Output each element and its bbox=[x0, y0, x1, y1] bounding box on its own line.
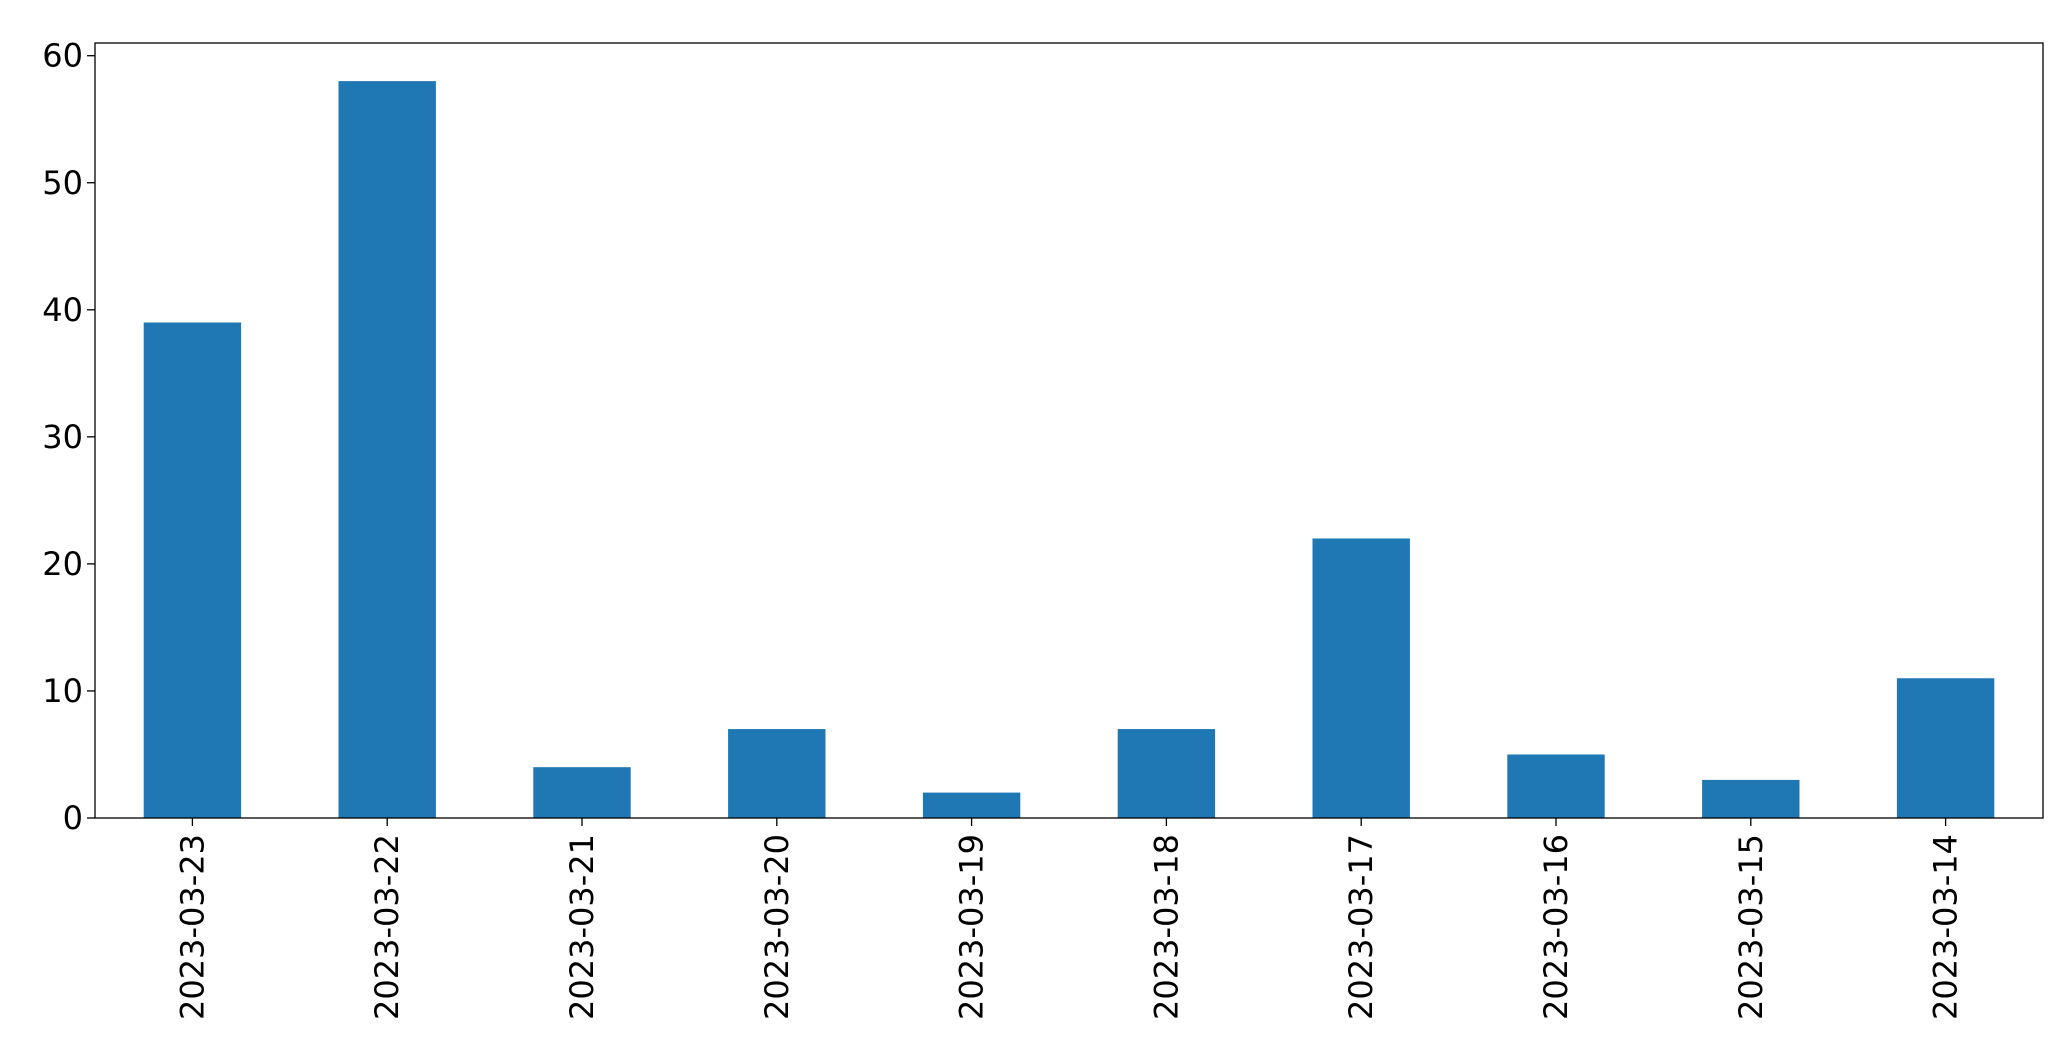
bar-2023-03-14 bbox=[1896, 678, 1995, 818]
x-tick-label: 2023-03-18 bbox=[1147, 834, 1185, 1020]
x-tick-label: 2023-03-16 bbox=[1537, 834, 1575, 1020]
x-tick-label: 2023-03-21 bbox=[563, 834, 601, 1020]
y-tick-label: 30 bbox=[42, 418, 83, 456]
bar-2023-03-22 bbox=[338, 81, 436, 819]
bar-2023-03-16 bbox=[1507, 754, 1605, 818]
bar-2023-03-15 bbox=[1702, 779, 1800, 818]
bar-2023-03-18 bbox=[1117, 729, 1216, 818]
x-tick-label: 2023-03-15 bbox=[1732, 834, 1770, 1020]
bar-2023-03-19 bbox=[922, 792, 1021, 818]
y-axis: 0 10 20 30 40 50 60 bbox=[42, 37, 95, 837]
x-tick-label: 2023-03-17 bbox=[1342, 834, 1380, 1020]
bars-group bbox=[143, 81, 1995, 819]
y-tick-label: 50 bbox=[42, 164, 83, 202]
bar-2023-03-17 bbox=[1312, 538, 1410, 818]
x-tick-label: 2023-03-22 bbox=[368, 834, 406, 1020]
x-tick-label: 2023-03-23 bbox=[173, 834, 211, 1020]
x-tick-label: 2023-03-20 bbox=[758, 834, 796, 1020]
x-tick-label: 2023-03-19 bbox=[953, 834, 991, 1020]
y-tick-label: 40 bbox=[42, 291, 83, 329]
plot-area-frame bbox=[94, 42, 2044, 819]
x-axis: 2023-03-23 2023-03-22 2023-03-21 2023-03-20… bbox=[173, 818, 1965, 1020]
y-tick-label: 20 bbox=[42, 545, 83, 583]
bar-2023-03-23 bbox=[143, 322, 242, 818]
x-tick-label: 2023-03-14 bbox=[1927, 834, 1965, 1020]
bar-2023-03-20 bbox=[728, 729, 826, 818]
y-tick-label: 60 bbox=[42, 37, 83, 75]
y-tick-label: 10 bbox=[42, 672, 83, 710]
bar-2023-03-21 bbox=[533, 767, 631, 818]
y-tick-label: 0 bbox=[63, 799, 83, 837]
